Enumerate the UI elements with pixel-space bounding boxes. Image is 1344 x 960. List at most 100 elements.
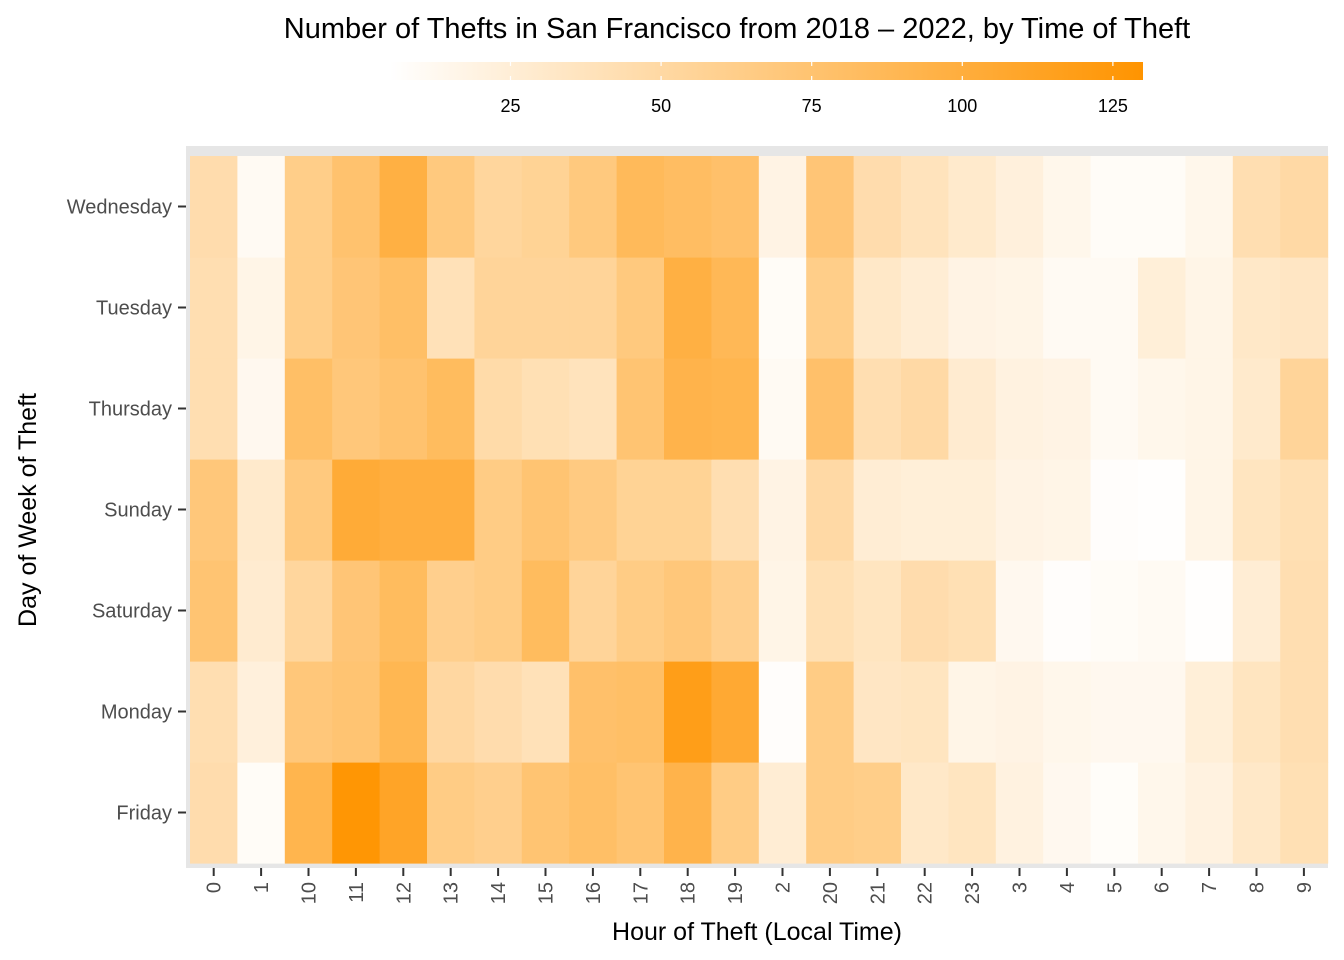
heatmap-cell bbox=[284, 762, 333, 864]
heatmap-cell bbox=[237, 358, 286, 460]
heatmap-cell bbox=[1090, 459, 1139, 561]
heatmap-cell bbox=[237, 459, 286, 561]
y-tick-label: Sunday bbox=[104, 500, 172, 522]
heatmap-cell bbox=[379, 661, 428, 763]
heatmap-cell bbox=[190, 560, 238, 662]
heatmap-cell bbox=[1043, 358, 1092, 460]
heatmap-cell bbox=[332, 459, 381, 561]
heatmap-cell bbox=[521, 257, 570, 359]
heatmap-cell bbox=[948, 762, 997, 864]
color-legend-bar bbox=[390, 62, 1143, 80]
heatmap-cell bbox=[1090, 257, 1139, 359]
y-axis-title: Day of Week of Theft bbox=[14, 393, 42, 627]
heatmap-cell bbox=[190, 661, 238, 763]
x-tick-label: 11 bbox=[346, 882, 368, 903]
heatmap-cell bbox=[853, 156, 902, 258]
heatmap-cell bbox=[1232, 257, 1281, 359]
heatmap-cell bbox=[1280, 257, 1329, 359]
heatmap-cell bbox=[427, 560, 475, 662]
heatmap-cell bbox=[664, 257, 712, 359]
x-tick-label: 13 bbox=[441, 882, 463, 904]
heatmap-cell bbox=[901, 358, 949, 460]
heatmap-cell bbox=[1138, 358, 1186, 460]
heatmap-cell bbox=[521, 560, 570, 662]
heatmap-cell bbox=[711, 156, 760, 258]
heatmap-cell bbox=[711, 560, 760, 662]
heatmap-cell bbox=[995, 257, 1044, 359]
heatmap-cell bbox=[1043, 560, 1092, 662]
legend-tick-label: 125 bbox=[1098, 96, 1128, 116]
heatmap-cell bbox=[664, 358, 712, 460]
y-axis: Friday Monday Saturday Sunday Thursday Tuesda… bbox=[67, 197, 186, 825]
x-tick-label: 23 bbox=[962, 882, 984, 904]
heatmap-cell bbox=[948, 156, 997, 258]
heatmap-cell bbox=[474, 358, 523, 460]
heatmap-cell bbox=[1232, 156, 1281, 258]
heatmap-cell bbox=[237, 156, 286, 258]
heatmap-cell bbox=[1280, 156, 1329, 258]
heatmap-cell bbox=[1138, 257, 1186, 359]
x-tick-label: 19 bbox=[725, 882, 747, 904]
heatmap-cell bbox=[758, 560, 807, 662]
heatmap-cell bbox=[237, 560, 286, 662]
heatmap-cell bbox=[1232, 358, 1281, 460]
heatmap-cell bbox=[1280, 459, 1329, 561]
heatmap-cell bbox=[853, 762, 902, 864]
heatmap-cell bbox=[664, 459, 712, 561]
y-tick-label: Tuesday bbox=[96, 298, 172, 320]
heatmap-cell bbox=[1232, 560, 1281, 662]
heatmap-cell bbox=[1185, 661, 1234, 763]
heatmap-cell bbox=[284, 661, 333, 763]
heatmap-cell bbox=[1043, 459, 1092, 561]
heatmap-cell bbox=[1232, 459, 1281, 561]
heatmap-cell bbox=[995, 459, 1044, 561]
heatmap-cell bbox=[758, 661, 807, 763]
heatmap-cell bbox=[948, 257, 997, 359]
heatmap-cell bbox=[190, 762, 238, 864]
heatmap-cell bbox=[1090, 762, 1139, 864]
heatmap-cell bbox=[1090, 661, 1139, 763]
heatmap-cell bbox=[1138, 661, 1186, 763]
heatmap-cell bbox=[379, 156, 428, 258]
x-axis: 0 1 10 11 12 13 14 15 16 17 18 19 2 20 21 22 23 3 4 5 6 7 8 9 bbox=[204, 868, 1316, 904]
x-tick-label: 0 bbox=[204, 882, 226, 893]
legend-tick-label: 75 bbox=[802, 96, 822, 116]
heatmap-cell bbox=[474, 156, 523, 258]
heatmap-cell bbox=[237, 762, 286, 864]
x-tick-label: 12 bbox=[393, 882, 415, 904]
heatmap-cell bbox=[901, 156, 949, 258]
heatmap-cell bbox=[379, 560, 428, 662]
heatmap-cell bbox=[853, 459, 902, 561]
heatmap-cell bbox=[474, 459, 523, 561]
heatmap-cell bbox=[521, 156, 570, 258]
heatmap-cell bbox=[758, 459, 807, 561]
heatmap-cell bbox=[332, 560, 381, 662]
heatmap-cell bbox=[190, 358, 238, 460]
heatmap-cell bbox=[1185, 156, 1234, 258]
heatmap-cell bbox=[427, 459, 475, 561]
heatmap-cell bbox=[853, 560, 902, 662]
heatmap-cell bbox=[1138, 459, 1186, 561]
heatmap-cell bbox=[332, 156, 381, 258]
x-tick-label: 4 bbox=[1057, 882, 1079, 893]
heatmap-cell bbox=[379, 762, 428, 864]
y-tick-label: Friday bbox=[116, 803, 172, 825]
heatmap-cell bbox=[711, 661, 760, 763]
heatmap-cell bbox=[1232, 661, 1281, 763]
heatmap-cell bbox=[995, 560, 1044, 662]
heatmap-cell bbox=[901, 257, 949, 359]
heatmap-cell bbox=[758, 257, 807, 359]
heatmap-cell bbox=[569, 661, 618, 763]
heatmap-cell bbox=[1185, 257, 1234, 359]
heatmap-cell bbox=[1043, 661, 1092, 763]
heatmap-cell bbox=[1043, 156, 1092, 258]
heatmap-cell bbox=[806, 762, 855, 864]
heatmap-cell bbox=[1185, 560, 1234, 662]
heatmap-cell bbox=[190, 459, 238, 561]
legend-tick-label: 100 bbox=[947, 96, 977, 116]
heatmap-cell bbox=[474, 257, 523, 359]
heatmap-cell bbox=[616, 560, 665, 662]
heatmap-cell bbox=[569, 358, 618, 460]
x-tick-label: 3 bbox=[1010, 882, 1032, 893]
heatmap-cell bbox=[664, 762, 712, 864]
